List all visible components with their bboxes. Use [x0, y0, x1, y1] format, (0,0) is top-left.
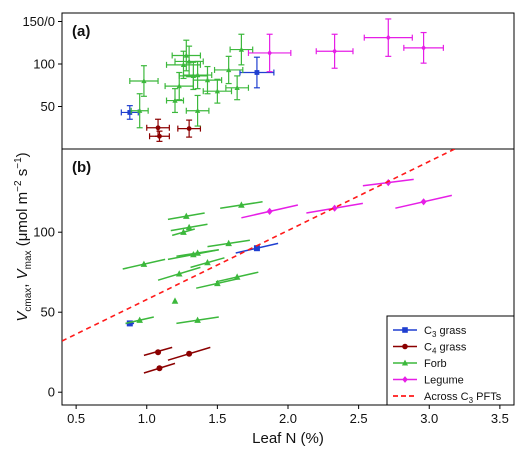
- panel-a-point-forb: [238, 46, 245, 52]
- panel-a-y-tick-label: 50: [41, 99, 55, 114]
- panel-a-point-forb: [176, 83, 182, 89]
- panel-a-point-forb: [194, 72, 201, 78]
- panel-b-point-forb: [185, 223, 193, 231]
- panel-a-point-forb: [172, 97, 178, 103]
- panel-b-point-c4grass: [186, 350, 193, 357]
- panel-a-point-forb: [194, 107, 201, 113]
- panel-b-point-forb: [136, 316, 143, 323]
- legend-label-legume: Legume: [424, 375, 464, 387]
- legend-box: [386, 315, 515, 406]
- panel-b-point-forb: [238, 201, 245, 208]
- panel-a-point-forb: [137, 107, 143, 113]
- panel-b-point-forb: [140, 260, 148, 267]
- panel-b-point-forb: [175, 270, 183, 277]
- panel-a-point-forb: [141, 78, 147, 84]
- panel-b-point-forb: [194, 249, 201, 256]
- panel-b-point-c3grass: [126, 320, 133, 327]
- panel-b-point-forb: [225, 239, 232, 247]
- panel-a-point-forb: [226, 67, 232, 73]
- x-tick-label: 1.0: [138, 411, 156, 426]
- panel-b-point-legume: [266, 207, 273, 215]
- panel-b-point-legume: [420, 198, 427, 206]
- panel-a-point-c3grass: [127, 110, 133, 115]
- panel-b-point-c4grass: [155, 349, 162, 356]
- panel-b-point-c4grass: [156, 365, 163, 372]
- panel-a-label: (a): [72, 23, 90, 40]
- panel-a-point-c3grass: [254, 70, 260, 75]
- panel-a-point-legume: [332, 48, 338, 55]
- panel-b-point-legume: [331, 204, 338, 212]
- x-tick-label: 2.0: [279, 411, 297, 426]
- panel-b-y-tick-label: 100: [33, 225, 55, 240]
- legend-label-c3grass: C3 grass: [424, 325, 467, 339]
- legend-label-forb: Forb: [424, 358, 447, 370]
- panel-a-point-legume: [267, 50, 273, 56]
- panel-a-point-legume: [385, 34, 391, 41]
- panel-a-point-forb: [180, 61, 187, 68]
- panel-a-point-forb: [214, 88, 221, 94]
- panel-a-point-c4grass: [186, 126, 192, 131]
- panel-a-point-forb: [183, 52, 189, 58]
- panel-b-point-forb: [204, 259, 211, 266]
- legend-marker-c3grass: [402, 327, 408, 333]
- panel-b-y-tick-label: 0: [48, 385, 55, 400]
- panel-a-y-tick-label: 150/0: [22, 14, 55, 29]
- panel-a-y-tick-label: 100: [33, 57, 55, 72]
- x-tick-label: 3.0: [420, 411, 438, 426]
- legend-marker-legume: [402, 376, 408, 383]
- fit-line-across: [62, 149, 456, 342]
- panel-b-point-forb: [183, 212, 190, 219]
- legend-marker-forb: [401, 359, 409, 366]
- panel-b-point-forb: [233, 273, 241, 280]
- panel-b-y-tick-label: 50: [41, 305, 55, 320]
- panel-b-point-forb: [171, 297, 179, 304]
- panel-a-point-forb: [234, 84, 240, 90]
- panel-a-point-legume: [421, 44, 426, 51]
- x-tick-label: 2.5: [350, 411, 368, 426]
- panel-b-point-c3grass: [253, 245, 260, 252]
- panel-a-point-c4grass: [157, 133, 162, 139]
- x-tick-label: 1.5: [208, 411, 226, 426]
- legend-marker-c4grass: [402, 343, 408, 350]
- panel-b-plot: 0.5 1.0 1.5 2.0 2.5 3.0 3.5 0 50 100: [33, 149, 509, 426]
- legend: C3 grass C4 grass Forb Legume Across C3 PFTs: [386, 315, 515, 406]
- panel-a-plot: 50 100 150/0: [22, 14, 444, 142]
- panel-b-point-forb: [214, 279, 221, 287]
- panel-b-point-forb: [194, 316, 201, 323]
- x-tick-label: 3.5: [491, 411, 509, 426]
- panel-a-point-c4grass: [155, 125, 161, 131]
- panel-b-label: (b): [72, 159, 91, 176]
- panel-b-point-forb: [180, 228, 187, 235]
- legend-label-across: Across C3 PFTs: [424, 391, 502, 405]
- x-tick-label: 0.5: [67, 411, 85, 426]
- x-axis-label: Leaf N (%): [252, 430, 324, 447]
- panel-a-point-forb: [204, 77, 211, 83]
- legend-label-c4grass: C4 grass: [424, 342, 467, 356]
- y-axis-label: Vcmax, Vmax (μmol m−2 s−1): [13, 152, 34, 321]
